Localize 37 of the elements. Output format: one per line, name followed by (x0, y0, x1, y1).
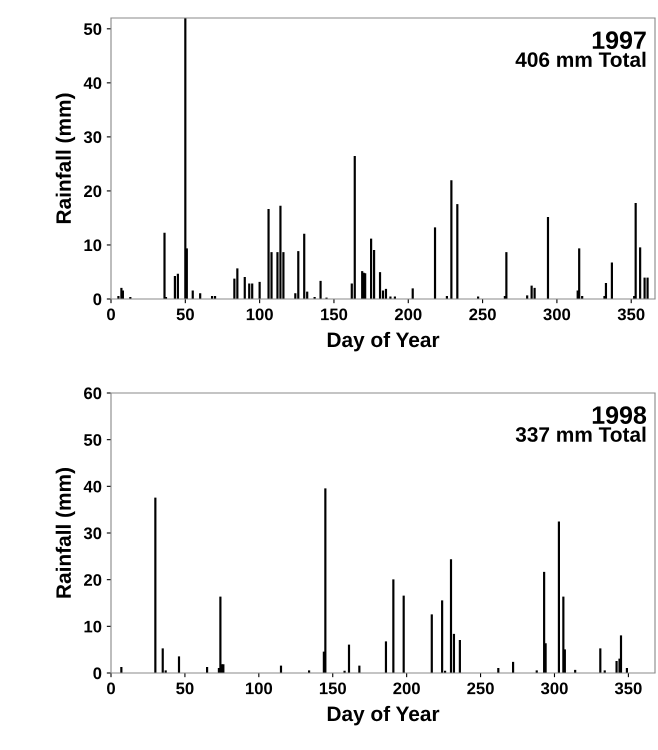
y-axis-title: Rainfall (mm) (56, 94, 76, 224)
y-tick-label: 0 (93, 293, 102, 306)
x-tick-label: 350 (614, 682, 642, 694)
x-tick-label: 350 (618, 308, 644, 320)
x-tick-label: 150 (321, 308, 348, 320)
x-tick-label: 0 (107, 682, 115, 694)
y-tick-label: 30 (84, 131, 102, 144)
y-tick-label: 10 (84, 239, 102, 252)
x-tick-label: 0 (107, 308, 115, 320)
x-tick-label: 200 (394, 308, 422, 320)
y-tick-label: 0 (93, 667, 102, 680)
y-tick-label: 60 (84, 387, 102, 400)
annotation: 1997 (592, 31, 646, 50)
x-axis-title: Day of Year (328, 706, 440, 726)
y-tick-label: 40 (84, 77, 102, 90)
x-tick-label: 200 (393, 682, 420, 694)
x-tick-label: 100 (246, 308, 273, 320)
y-tick-label: 50 (84, 23, 102, 36)
x-tick-label: 300 (540, 682, 568, 694)
annotation: 337 mm Total (516, 426, 646, 442)
x-tick-label: 250 (467, 682, 494, 694)
y-tick-label: 50 (84, 434, 102, 446)
y-axis-title: Rainfall (mm) (56, 468, 76, 598)
x-tick-label: 50 (176, 308, 194, 320)
y-tick-label: 20 (84, 574, 102, 586)
x-tick-label: 150 (320, 682, 346, 694)
y-tick-label: 20 (84, 185, 102, 198)
x-tick-label: 300 (543, 308, 570, 320)
x-axis-title: Day of Year (328, 332, 440, 352)
annotation: 1998 (592, 406, 646, 424)
x-tick-label: 100 (246, 682, 272, 694)
annotation: 406 mm Total (516, 52, 646, 68)
y-tick-label: 40 (84, 480, 102, 493)
y-tick-label: 30 (84, 527, 102, 540)
x-tick-label: 250 (469, 308, 496, 320)
y-tick-label: 10 (84, 620, 102, 633)
x-tick-label: 50 (176, 682, 194, 694)
